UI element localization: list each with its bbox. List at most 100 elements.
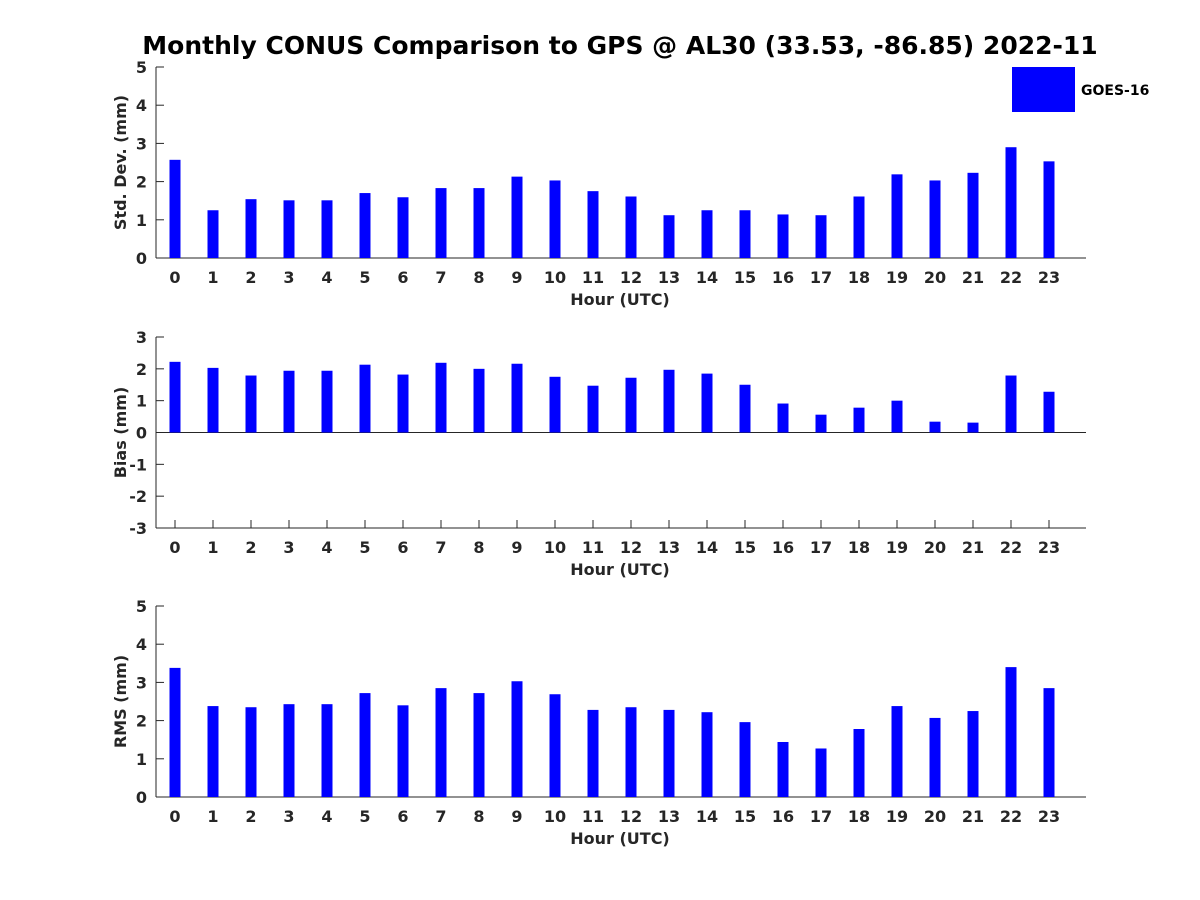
y-axis-label: RMS (mm) — [111, 655, 130, 748]
x-tick-label: 21 — [962, 807, 984, 826]
bar-hour-19 — [891, 400, 903, 433]
bar-hour-7 — [435, 188, 447, 258]
bar-hour-0 — [169, 361, 181, 433]
x-tick-label: 10 — [544, 268, 566, 287]
bar-hour-19 — [891, 174, 903, 258]
bar-hour-16 — [777, 214, 789, 258]
y-tick-label: -1 — [129, 455, 147, 474]
bar-hour-0 — [169, 667, 181, 797]
legend: GOES-16 — [1012, 67, 1149, 112]
x-tick-label: 22 — [1000, 538, 1022, 557]
bar-hour-17 — [815, 414, 827, 433]
bar-hour-17 — [815, 748, 827, 797]
x-tick-label: 11 — [582, 268, 604, 287]
x-tick-label: 5 — [359, 268, 370, 287]
bar-hour-6 — [397, 197, 409, 258]
bar-hour-20 — [929, 717, 941, 797]
x-tick-label: 11 — [582, 807, 604, 826]
x-tick-label: 18 — [848, 807, 870, 826]
bar-hour-7 — [435, 688, 447, 797]
bar-hour-21 — [967, 711, 979, 797]
y-tick-label: 3 — [136, 673, 147, 692]
x-tick-label: 6 — [397, 538, 408, 557]
bar-hour-12 — [625, 196, 637, 258]
bar-hour-22 — [1005, 667, 1017, 797]
bar-hour-16 — [777, 403, 789, 433]
bar-hour-2 — [245, 199, 257, 258]
x-tick-label: 21 — [962, 538, 984, 557]
x-tick-label: 16 — [772, 268, 794, 287]
x-tick-label: 14 — [696, 538, 718, 557]
x-tick-label: 17 — [810, 807, 832, 826]
x-tick-label: 13 — [658, 807, 680, 826]
bar-hour-22 — [1005, 147, 1017, 258]
y-tick-label: 0 — [136, 249, 147, 268]
x-tick-label: 18 — [848, 268, 870, 287]
bar-hour-15 — [739, 384, 751, 433]
x-tick-label: 19 — [886, 807, 908, 826]
x-tick-label: 19 — [886, 268, 908, 287]
x-axis-label: Hour (UTC) — [570, 560, 670, 579]
bar-hour-10 — [549, 180, 561, 258]
x-tick-label: 7 — [435, 268, 446, 287]
bar-hour-2 — [245, 375, 257, 433]
y-tick-label: 3 — [136, 328, 147, 347]
x-tick-label: 15 — [734, 268, 756, 287]
x-tick-label: 21 — [962, 268, 984, 287]
x-tick-label: 9 — [511, 268, 522, 287]
x-tick-label: 3 — [283, 268, 294, 287]
y-tick-label: 1 — [136, 211, 147, 230]
x-tick-label: 0 — [169, 268, 180, 287]
bar-hour-7 — [435, 362, 447, 433]
bar-hour-12 — [625, 707, 637, 797]
x-tick-label: 0 — [169, 538, 180, 557]
x-tick-label: 9 — [511, 538, 522, 557]
bar-hour-11 — [587, 191, 599, 258]
bar-hour-20 — [929, 180, 941, 258]
bar-hour-17 — [815, 215, 827, 258]
x-tick-label: 1 — [207, 538, 218, 557]
bar-hour-23 — [1043, 688, 1055, 797]
x-tick-label: 14 — [696, 268, 718, 287]
bar-hour-9 — [511, 363, 523, 433]
x-tick-label: 20 — [924, 807, 946, 826]
x-tick-label: 13 — [658, 268, 680, 287]
x-tick-label: 13 — [658, 538, 680, 557]
chart-title: Monthly CONUS Comparison to GPS @ AL30 (… — [142, 31, 1097, 60]
y-tick-label: 5 — [136, 58, 147, 77]
x-tick-label: 4 — [321, 268, 332, 287]
x-tick-label: 10 — [544, 538, 566, 557]
bar-hour-5 — [359, 693, 371, 797]
x-axis-label: Hour (UTC) — [570, 290, 670, 309]
bar-hour-22 — [1005, 375, 1017, 433]
bar-hour-16 — [777, 741, 789, 797]
bar-hour-3 — [283, 200, 295, 258]
bar-hour-18 — [853, 196, 865, 258]
bar-hour-3 — [283, 704, 295, 797]
x-tick-label: 17 — [810, 268, 832, 287]
x-tick-label: 12 — [620, 807, 642, 826]
bar-hour-14 — [701, 373, 713, 433]
y-axis-label: Std. Dev. (mm) — [111, 95, 130, 230]
bar-hour-9 — [511, 681, 523, 797]
y-axis-label: Bias (mm) — [111, 387, 130, 479]
bar-hour-11 — [587, 709, 599, 797]
bar-hour-6 — [397, 374, 409, 433]
bar-hour-14 — [701, 712, 713, 797]
x-tick-label: 15 — [734, 807, 756, 826]
y-tick-label: 4 — [136, 635, 147, 654]
bar-hour-12 — [625, 377, 637, 433]
bar-hour-8 — [473, 188, 485, 258]
bar-hour-2 — [245, 707, 257, 797]
bar-hour-15 — [739, 722, 751, 797]
x-tick-label: 0 — [169, 807, 180, 826]
x-tick-label: 7 — [435, 538, 446, 557]
bar-hour-13 — [663, 709, 675, 797]
x-tick-label: 3 — [283, 807, 294, 826]
bar-hour-14 — [701, 210, 713, 258]
x-tick-label: 12 — [620, 268, 642, 287]
